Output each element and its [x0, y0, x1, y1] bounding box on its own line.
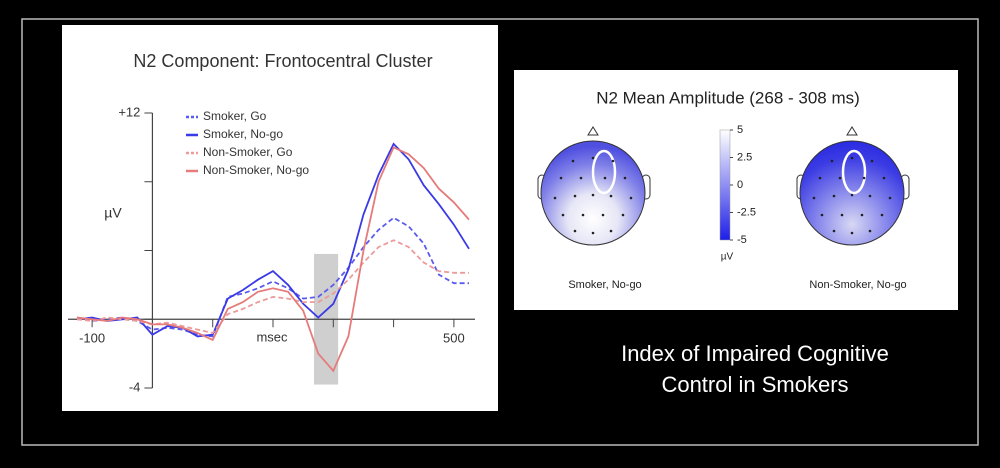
legend-label: Non-Smoker, No-go — [203, 163, 309, 177]
colorbar-tick-label: 2.5 — [737, 151, 752, 163]
x-tick-label: 500 — [443, 331, 465, 346]
caption-line: Index of Impaired Cognitive — [621, 341, 889, 366]
colorbar — [719, 129, 731, 241]
legend-label: Non-Smoker, Go — [203, 145, 293, 159]
x-axis-label: msec — [256, 329, 288, 344]
erp-title: N2 Component: Frontocentral Cluster — [133, 51, 432, 71]
frame — [21, 18, 979, 446]
x-tick-label: -100 — [79, 331, 105, 346]
colorbar-tick-label: 0 — [737, 179, 743, 191]
head — [796, 126, 910, 246]
electrodes — [553, 156, 892, 235]
series-line — [76, 239, 469, 335]
colorbar-label: µV — [721, 252, 734, 263]
map-label: Smoker, No-go — [568, 279, 641, 291]
colorbar-tick-label: 5 — [737, 124, 743, 136]
head — [537, 126, 651, 246]
map-label: Non-Smoker, No-go — [809, 279, 906, 291]
y-tick-label: +12 — [118, 104, 140, 119]
colorbar-tick-label: -2.5 — [737, 206, 756, 218]
series-line — [76, 142, 470, 338]
y-axis-label: µV — [104, 205, 122, 221]
topo-title: N2 Mean Amplitude (268 - 308 ms) — [596, 88, 860, 107]
legend-label: Smoker, No-go — [203, 127, 283, 141]
erp-panel — [62, 25, 498, 411]
colorbar-tick-label: -5 — [737, 234, 747, 246]
caption-line: Control in Smokers — [661, 372, 848, 397]
series-line — [76, 146, 470, 373]
legend-label: Smoker, Go — [203, 109, 267, 123]
y-tick-label: -4 — [129, 379, 141, 394]
